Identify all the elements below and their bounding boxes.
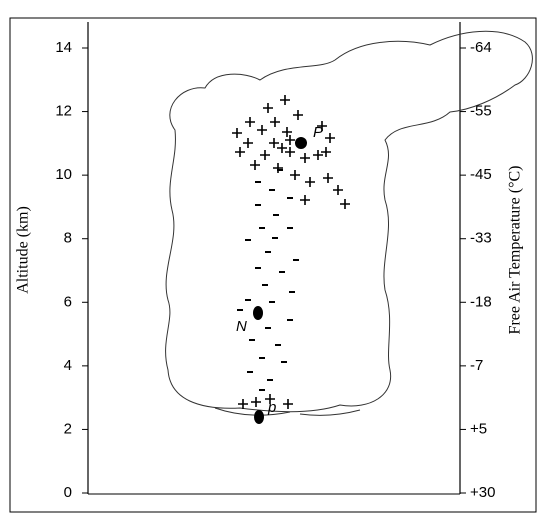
right-tick-label: +30 bbox=[470, 484, 495, 501]
plus-charge bbox=[232, 128, 242, 138]
plus-charge bbox=[270, 117, 280, 127]
right-axis-label: Free Air Temperature (°C) bbox=[507, 166, 524, 335]
left-axis-label: Altitude (km) bbox=[15, 206, 32, 294]
plus-charge bbox=[273, 163, 283, 173]
plus-charge bbox=[269, 138, 279, 148]
right-tick-label: -33 bbox=[470, 230, 492, 247]
left-tick-label: 0 bbox=[64, 484, 72, 501]
plus-charge bbox=[243, 138, 253, 148]
left-tick-label: 8 bbox=[64, 230, 72, 247]
right-tick-label: -7 bbox=[470, 357, 483, 374]
plus-charge bbox=[251, 397, 261, 407]
plus-charge bbox=[282, 127, 292, 137]
plus-charge bbox=[321, 147, 331, 157]
plus-charge bbox=[265, 394, 275, 404]
right-tick-label: -64 bbox=[470, 39, 492, 56]
charge-label: p bbox=[267, 399, 276, 416]
left-tick-label: 4 bbox=[64, 357, 72, 374]
plus-charge bbox=[285, 135, 295, 145]
left-tick-label: 2 bbox=[64, 420, 72, 437]
cloud-base bbox=[214, 407, 361, 416]
left-tick-label: 10 bbox=[55, 166, 72, 183]
right-tick-label: -55 bbox=[470, 103, 492, 120]
plus-charge bbox=[245, 117, 255, 127]
plus-charge bbox=[235, 147, 245, 157]
cloud-outline bbox=[165, 30, 533, 413]
plus-charge bbox=[283, 399, 293, 409]
charge-center bbox=[295, 137, 307, 149]
plus-charge bbox=[250, 160, 260, 170]
plus-charge bbox=[280, 95, 290, 105]
right-tick-label: +5 bbox=[470, 420, 487, 437]
plus-charge bbox=[263, 103, 273, 113]
charge-center bbox=[254, 410, 264, 424]
charge-label: P bbox=[313, 124, 323, 141]
plus-charge bbox=[238, 399, 248, 409]
plus-charge bbox=[285, 147, 295, 157]
charge-center bbox=[253, 306, 263, 320]
plus-charge bbox=[325, 133, 335, 143]
left-tick-label: 14 bbox=[55, 39, 72, 56]
plus-charge bbox=[300, 153, 310, 163]
right-tick-label: -18 bbox=[470, 293, 492, 310]
plus-charge bbox=[257, 125, 267, 135]
plus-charge bbox=[317, 121, 327, 131]
plus-charge bbox=[313, 150, 323, 160]
plus-charge bbox=[293, 110, 303, 120]
left-tick-label: 12 bbox=[55, 103, 72, 120]
frame bbox=[9, 17, 537, 513]
plus-charge bbox=[300, 195, 310, 205]
plus-charge bbox=[260, 150, 270, 160]
left-tick-label: 6 bbox=[64, 293, 72, 310]
plus-charge bbox=[290, 170, 300, 180]
plus-charge bbox=[323, 173, 333, 183]
charge-label: N bbox=[236, 318, 247, 335]
plus-charge bbox=[340, 199, 350, 209]
right-tick-label: -45 bbox=[470, 166, 492, 183]
plus-charge bbox=[305, 177, 315, 187]
plus-charge bbox=[333, 185, 343, 195]
charges bbox=[232, 95, 350, 409]
plus-charge bbox=[277, 143, 287, 153]
